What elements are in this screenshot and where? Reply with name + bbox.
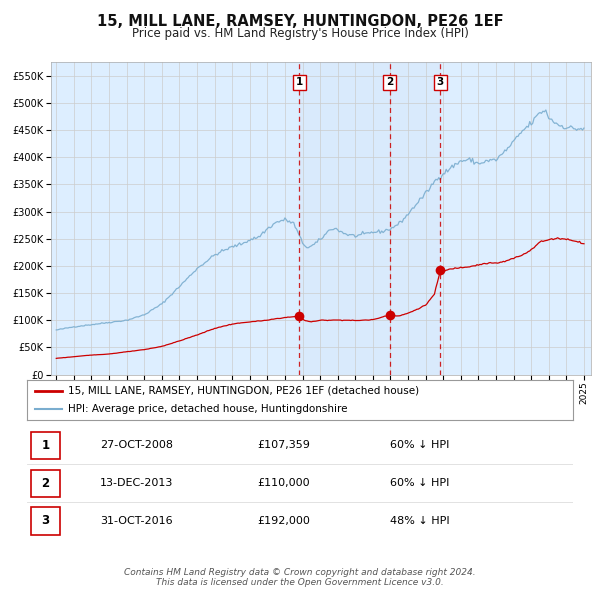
Text: 1: 1 — [41, 439, 50, 452]
Text: £107,359: £107,359 — [257, 441, 310, 450]
Text: 27-OCT-2008: 27-OCT-2008 — [100, 441, 173, 450]
Text: 3: 3 — [41, 514, 50, 527]
Text: 15, MILL LANE, RAMSEY, HUNTINGDON, PE26 1EF (detached house): 15, MILL LANE, RAMSEY, HUNTINGDON, PE26 … — [68, 386, 419, 396]
Text: £192,000: £192,000 — [257, 516, 310, 526]
Text: 2: 2 — [41, 477, 50, 490]
Text: Price paid vs. HM Land Registry's House Price Index (HPI): Price paid vs. HM Land Registry's House … — [131, 27, 469, 40]
Text: HPI: Average price, detached house, Huntingdonshire: HPI: Average price, detached house, Hunt… — [68, 404, 347, 414]
Bar — [299, 62, 440, 375]
Text: 15, MILL LANE, RAMSEY, HUNTINGDON, PE26 1EF: 15, MILL LANE, RAMSEY, HUNTINGDON, PE26 … — [97, 14, 503, 28]
Text: 31-OCT-2016: 31-OCT-2016 — [100, 516, 173, 526]
Text: 13-DEC-2013: 13-DEC-2013 — [100, 478, 173, 488]
Text: Contains HM Land Registry data © Crown copyright and database right 2024.
This d: Contains HM Land Registry data © Crown c… — [124, 568, 476, 587]
Text: 2: 2 — [386, 77, 393, 87]
FancyBboxPatch shape — [31, 507, 60, 535]
Text: 3: 3 — [437, 77, 444, 87]
Text: 60% ↓ HPI: 60% ↓ HPI — [391, 478, 450, 488]
Text: £110,000: £110,000 — [257, 478, 310, 488]
Text: 60% ↓ HPI: 60% ↓ HPI — [391, 441, 450, 450]
FancyBboxPatch shape — [31, 470, 60, 497]
Text: 48% ↓ HPI: 48% ↓ HPI — [391, 516, 450, 526]
Text: 1: 1 — [296, 77, 303, 87]
FancyBboxPatch shape — [31, 432, 60, 459]
